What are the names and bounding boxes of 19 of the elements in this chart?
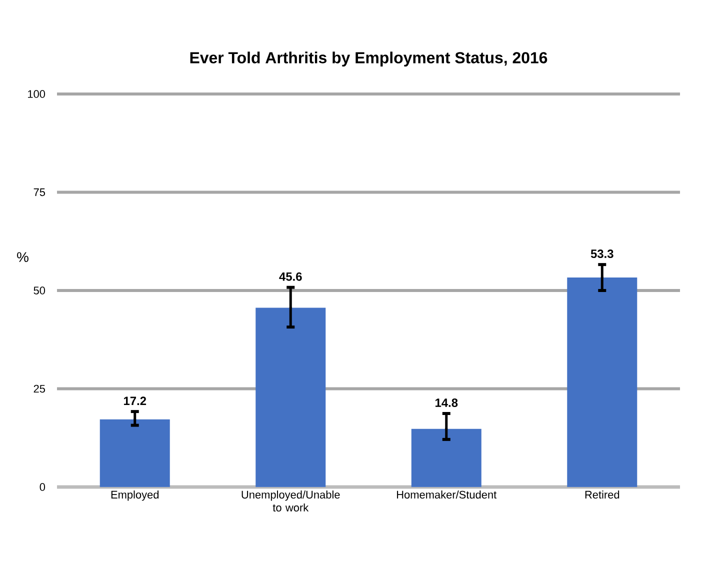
data-label: 14.8: [435, 398, 458, 407]
y-tick-label: 25: [34, 384, 46, 393]
data-label: 17.2: [124, 396, 146, 406]
y-tick-label: 0: [40, 483, 46, 491]
y-tick-label: 50: [34, 286, 46, 294]
data-label: 45.6: [279, 272, 302, 281]
x-tick-label: Homemaker/Student: [397, 490, 497, 499]
x-tick-label: Retired: [585, 490, 620, 499]
bar: [411, 428, 482, 487]
y-tick-label: 100: [28, 90, 46, 98]
data-label: 53.3: [590, 250, 614, 258]
bar: [100, 419, 170, 487]
x-tick-label: Employed: [111, 490, 159, 501]
y-tick-label: 75: [34, 188, 46, 196]
y-axis-title: %: [17, 252, 28, 262]
x-tick-label: Unemployed/Unable to work: [242, 490, 340, 512]
bar: [256, 308, 326, 487]
chart-title: Ever Told Arthritis by Employment Status, 2016: [190, 52, 548, 66]
bar: [567, 278, 638, 487]
